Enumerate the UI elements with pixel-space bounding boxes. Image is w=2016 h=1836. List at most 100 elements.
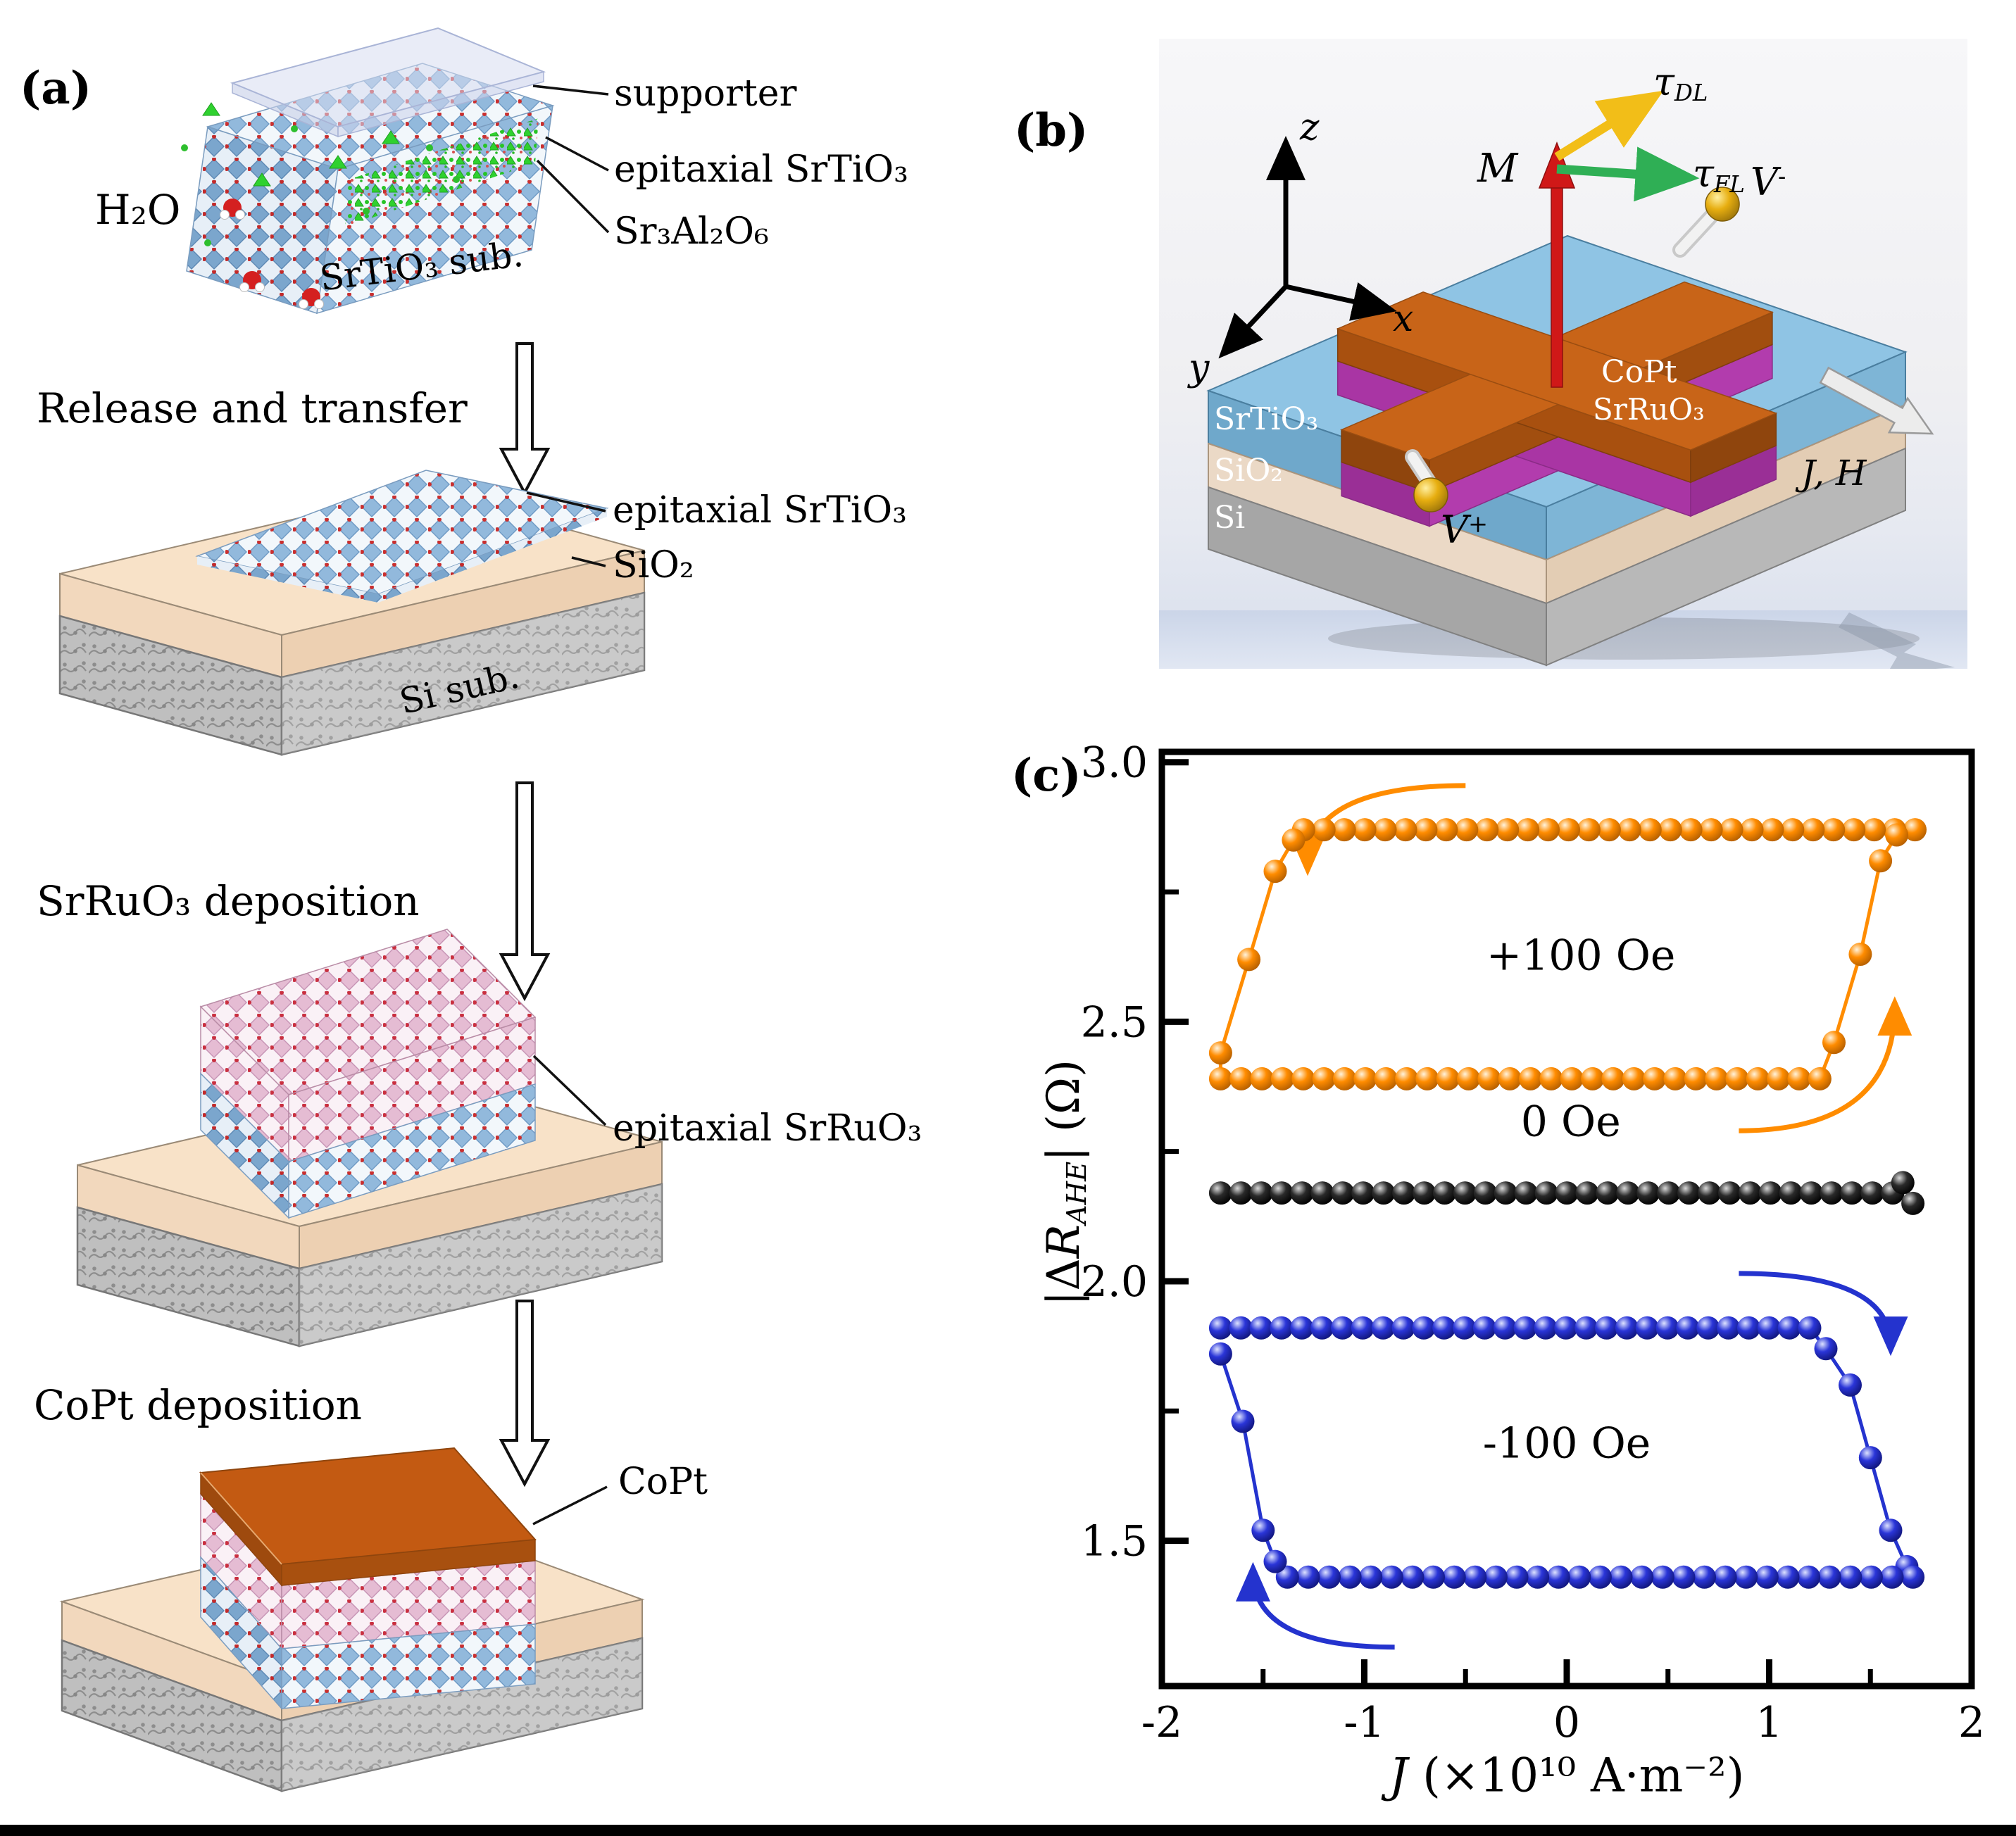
structure-copt-stack <box>59 1447 645 1792</box>
data-point <box>1208 1181 1232 1205</box>
sweep-direction-arrow <box>1739 996 1912 1133</box>
callout-leader-lines-2 <box>526 491 606 567</box>
data-point <box>1484 1565 1508 1589</box>
x-tick-label: -2 <box>1141 1698 1182 1747</box>
data-point <box>1312 1067 1336 1090</box>
ahe-hysteresis-chart: -2 -1 0 1 2 1.5 2.0 2.5 3.0 +100 Oe 0 Oe -100 Oe <box>1081 738 1986 1747</box>
data-point <box>1858 1446 1882 1470</box>
data-point <box>1839 1373 1862 1397</box>
callout-epitaxial-srruo3: epitaxial SrRuO₃ <box>613 1107 922 1150</box>
tau-fl-label: τFL <box>1693 151 1745 198</box>
data-point <box>1717 1316 1741 1340</box>
data-point <box>1310 1181 1334 1205</box>
tau-fl-sub: FL <box>1713 171 1745 199</box>
data-point <box>1797 1565 1821 1589</box>
callout-leader-line-4 <box>532 1485 608 1526</box>
data-point <box>1371 1316 1395 1340</box>
tau-dl-sub: DL <box>1674 80 1708 107</box>
axis-y-label: y <box>1189 347 1210 389</box>
data-point <box>1822 818 1846 842</box>
data-point <box>1781 818 1805 842</box>
data-point <box>1270 1181 1294 1205</box>
callout-leader-lines-1 <box>532 84 610 234</box>
h2o-label: H₂O <box>95 186 180 234</box>
data-point <box>1331 1316 1354 1340</box>
y-tick-label: 2.5 <box>1081 998 1148 1047</box>
data-point <box>1577 818 1601 842</box>
data-point <box>1777 1316 1801 1340</box>
x-title-symbol: J <box>1389 1748 1408 1803</box>
data-point <box>1422 1565 1445 1589</box>
data-point <box>1720 818 1743 842</box>
data-point <box>1643 1067 1667 1090</box>
process-arrow-release <box>499 342 551 496</box>
axis-z-label: z <box>1300 106 1320 149</box>
layer-copt-label: CoPt <box>1601 354 1677 390</box>
series-annotation-+100 Oe: +100 Oe <box>1486 931 1676 981</box>
data-point <box>1455 818 1479 842</box>
data-point <box>1799 1181 1823 1205</box>
tau-dl-label: τDL <box>1653 60 1708 106</box>
callout-supporter: supporter <box>614 73 797 115</box>
data-point <box>1353 1067 1377 1090</box>
process-arrow-copt <box>499 1300 551 1488</box>
data-point <box>1738 1181 1762 1205</box>
callout-epitaxial-srtio3: epitaxial SrTiO₃ <box>614 149 908 191</box>
data-point <box>1546 1565 1570 1589</box>
panel-a-label: (a) <box>20 62 92 115</box>
data-point <box>1839 1565 1862 1589</box>
data-point <box>1860 1181 1884 1205</box>
step-srruo3-label: SrRuO₃ deposition <box>37 877 420 925</box>
data-point <box>1250 1067 1274 1090</box>
data-point <box>1249 1181 1273 1205</box>
data-point <box>1353 818 1377 842</box>
data-point <box>1663 1067 1687 1090</box>
data-point <box>1859 1565 1883 1589</box>
data-point <box>1651 1565 1674 1589</box>
data-point <box>1412 1316 1436 1340</box>
damping-like-torque-arrow <box>1554 90 1664 161</box>
field-like-torque-arrow <box>1556 146 1700 202</box>
data-point <box>1554 1316 1578 1340</box>
panel-b-label: (b) <box>1014 104 1089 157</box>
v-minus-sign: - <box>1778 162 1786 190</box>
data-point <box>1787 1067 1811 1090</box>
sweep-direction-arrow <box>1235 1561 1395 1650</box>
data-point <box>1757 1316 1781 1340</box>
data-point <box>1317 1565 1341 1589</box>
layer-si-label: Si <box>1214 500 1246 536</box>
data-point <box>1575 1181 1599 1205</box>
tau-symbol: τ <box>1653 60 1674 104</box>
data-point <box>1713 1565 1737 1589</box>
data-point <box>1208 1316 1232 1340</box>
data-point <box>1473 1181 1497 1205</box>
x-tick-label: 0 <box>1553 1698 1580 1747</box>
data-point <box>1638 818 1662 842</box>
data-point <box>1229 1316 1253 1340</box>
data-point <box>1609 1565 1633 1589</box>
callout-sr3al2o6: Sr₃Al₂O₆ <box>614 210 769 253</box>
data-point <box>1746 1067 1770 1090</box>
data-point <box>1263 860 1287 884</box>
data-point <box>1516 818 1540 842</box>
data-point <box>1901 1191 1925 1215</box>
h2o-molecule <box>220 199 245 220</box>
data-point <box>1776 1565 1800 1589</box>
data-point <box>1617 818 1641 842</box>
data-point <box>1351 1316 1375 1340</box>
data-point <box>1880 1565 1904 1589</box>
x-axis-title: J (×10¹⁰ A·m⁻²) <box>1389 1749 1745 1803</box>
data-point <box>1498 1067 1522 1090</box>
data-point <box>1290 1181 1314 1205</box>
data-point <box>1496 818 1520 842</box>
data-point <box>1513 1316 1537 1340</box>
data-point <box>1581 1067 1605 1090</box>
v-plus-sign: + <box>1468 510 1489 538</box>
data-point <box>1820 1181 1843 1205</box>
sr3al2o6-layer <box>345 118 539 227</box>
data-point <box>1801 818 1825 842</box>
data-point <box>1557 818 1580 842</box>
data-point <box>1392 1181 1416 1205</box>
data-point <box>1696 1316 1720 1340</box>
data-point <box>1270 1316 1294 1340</box>
